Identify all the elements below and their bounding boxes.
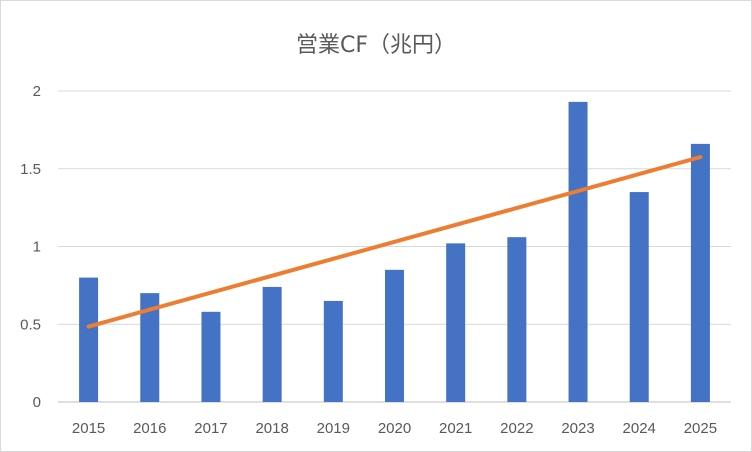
x-tick-label: 2020 [378, 420, 411, 437]
x-tick-label: 2025 [684, 420, 717, 437]
bar [446, 243, 466, 402]
y-tick-label: 0 [33, 394, 41, 411]
bar [262, 286, 282, 402]
bar [629, 192, 649, 402]
y-tick-label: 0.5 [20, 316, 41, 333]
x-tick-label: 2022 [500, 420, 533, 437]
x-tick-label: 2019 [317, 420, 350, 437]
bar [507, 237, 527, 402]
y-tick-label: 1.5 [20, 161, 41, 178]
x-tick-label: 2018 [255, 420, 288, 437]
bar [140, 293, 160, 402]
x-tick-label: 2021 [439, 420, 472, 437]
bar [568, 101, 588, 402]
bar [385, 269, 404, 402]
x-tick-label: 2024 [623, 420, 656, 437]
x-tick-label: 2016 [133, 420, 166, 437]
x-tick-label: 2015 [72, 420, 105, 437]
trendline [86, 155, 703, 329]
x-tick-label: 2017 [194, 420, 227, 437]
bar [79, 277, 99, 402]
bar [690, 143, 710, 402]
y-tick-label: 2 [33, 83, 41, 100]
x-tick-label: 2023 [561, 420, 594, 437]
bar [201, 311, 221, 402]
bar [323, 300, 343, 402]
chart-title: 営業CF（兆円） [295, 33, 457, 58]
y-tick-label: 1 [33, 239, 41, 256]
